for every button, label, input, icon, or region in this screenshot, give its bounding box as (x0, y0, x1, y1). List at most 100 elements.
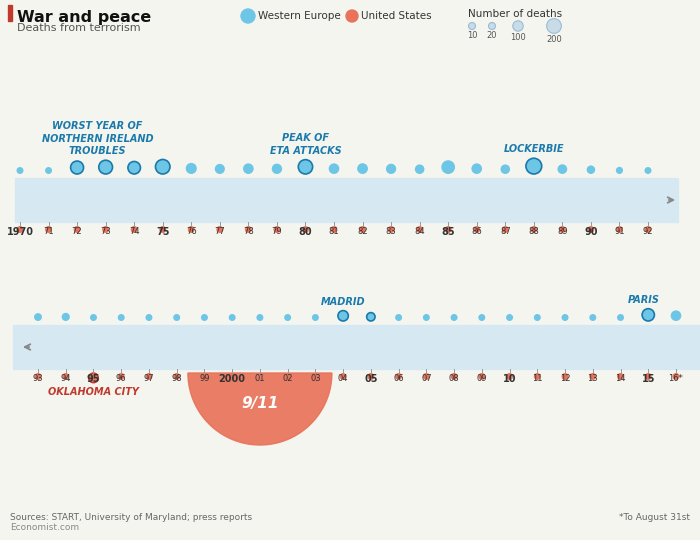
Circle shape (368, 373, 374, 380)
Circle shape (531, 226, 538, 233)
Circle shape (89, 373, 99, 383)
Bar (13, 325, 700, 369)
Circle shape (146, 373, 153, 380)
Text: WORST YEAR OF
NORTHERN IRELAND
TROUBLES: WORST YEAR OF NORTHERN IRELAND TROUBLES (42, 122, 153, 156)
Text: 09: 09 (477, 374, 487, 383)
Text: 71: 71 (43, 227, 54, 236)
Circle shape (671, 310, 681, 321)
Circle shape (502, 226, 509, 233)
Circle shape (245, 226, 252, 233)
Circle shape (118, 314, 125, 321)
Circle shape (616, 226, 623, 233)
Text: 12: 12 (560, 374, 570, 383)
Text: 83: 83 (386, 227, 396, 236)
Circle shape (367, 313, 375, 321)
Text: 20: 20 (486, 31, 497, 40)
Text: Sources: START, University of Maryland; press reports: Sources: START, University of Maryland; … (10, 513, 252, 522)
Text: 06: 06 (393, 374, 404, 383)
Text: 72: 72 (72, 227, 83, 236)
Circle shape (99, 160, 113, 174)
Text: 93: 93 (33, 374, 43, 383)
Circle shape (45, 226, 52, 233)
Circle shape (159, 226, 166, 233)
Text: 2000: 2000 (218, 374, 246, 384)
Circle shape (359, 226, 366, 233)
Circle shape (243, 163, 253, 174)
Circle shape (589, 373, 596, 380)
Circle shape (330, 226, 337, 233)
Text: 85: 85 (442, 227, 455, 237)
Text: 10: 10 (503, 374, 517, 384)
Circle shape (340, 373, 346, 380)
Circle shape (173, 373, 180, 380)
Text: 9/11: 9/11 (241, 396, 279, 411)
Text: 13: 13 (587, 374, 598, 383)
Circle shape (90, 314, 97, 321)
Text: 15: 15 (641, 374, 655, 384)
Circle shape (589, 314, 596, 321)
Circle shape (284, 314, 291, 321)
Circle shape (513, 21, 523, 31)
Circle shape (102, 226, 109, 233)
Text: Western Europe: Western Europe (258, 11, 341, 21)
Text: 98: 98 (172, 374, 182, 383)
Circle shape (645, 226, 652, 233)
Circle shape (526, 158, 542, 174)
Circle shape (229, 314, 236, 321)
Circle shape (155, 159, 170, 174)
Text: 73: 73 (100, 227, 111, 236)
Text: 80: 80 (299, 227, 312, 237)
Circle shape (395, 314, 402, 321)
Text: 1970: 1970 (6, 227, 34, 237)
Circle shape (45, 167, 52, 174)
Text: Economist.com: Economist.com (10, 523, 79, 532)
Circle shape (416, 226, 423, 233)
Circle shape (284, 373, 291, 380)
Circle shape (395, 373, 402, 380)
Circle shape (423, 373, 430, 380)
Circle shape (587, 165, 595, 174)
Circle shape (559, 226, 566, 233)
Circle shape (118, 373, 125, 380)
Text: 04: 04 (338, 374, 349, 383)
Circle shape (534, 373, 541, 380)
Text: 89: 89 (557, 227, 568, 236)
Text: 78: 78 (243, 227, 253, 236)
Text: 88: 88 (528, 227, 539, 236)
Circle shape (441, 160, 455, 174)
Text: War and peace: War and peace (17, 10, 151, 25)
Circle shape (146, 314, 153, 321)
Text: LOCKERBIE: LOCKERBIE (503, 144, 564, 154)
Circle shape (201, 373, 208, 380)
Text: 82: 82 (357, 227, 368, 236)
Text: 99: 99 (199, 374, 210, 383)
Circle shape (312, 314, 319, 321)
Text: 75: 75 (156, 227, 169, 237)
Circle shape (241, 9, 255, 23)
Circle shape (229, 373, 236, 380)
Circle shape (489, 23, 496, 30)
Circle shape (62, 373, 69, 380)
Circle shape (451, 373, 458, 380)
Text: 77: 77 (214, 227, 225, 236)
Circle shape (216, 226, 223, 233)
Circle shape (388, 226, 395, 233)
Circle shape (215, 164, 225, 174)
Text: 95: 95 (87, 374, 100, 384)
Text: MADRID: MADRID (321, 296, 365, 307)
Circle shape (274, 226, 281, 233)
Circle shape (547, 19, 561, 33)
Text: 100: 100 (510, 33, 526, 42)
Circle shape (272, 164, 282, 174)
Circle shape (423, 314, 430, 321)
Circle shape (617, 373, 624, 380)
Circle shape (173, 314, 180, 321)
Circle shape (386, 164, 396, 174)
Text: 01: 01 (255, 374, 265, 383)
Text: 86: 86 (471, 227, 482, 236)
Circle shape (302, 226, 309, 233)
Circle shape (506, 373, 513, 380)
Circle shape (645, 167, 652, 174)
Text: 76: 76 (186, 227, 197, 236)
Text: PARIS: PARIS (627, 295, 659, 305)
